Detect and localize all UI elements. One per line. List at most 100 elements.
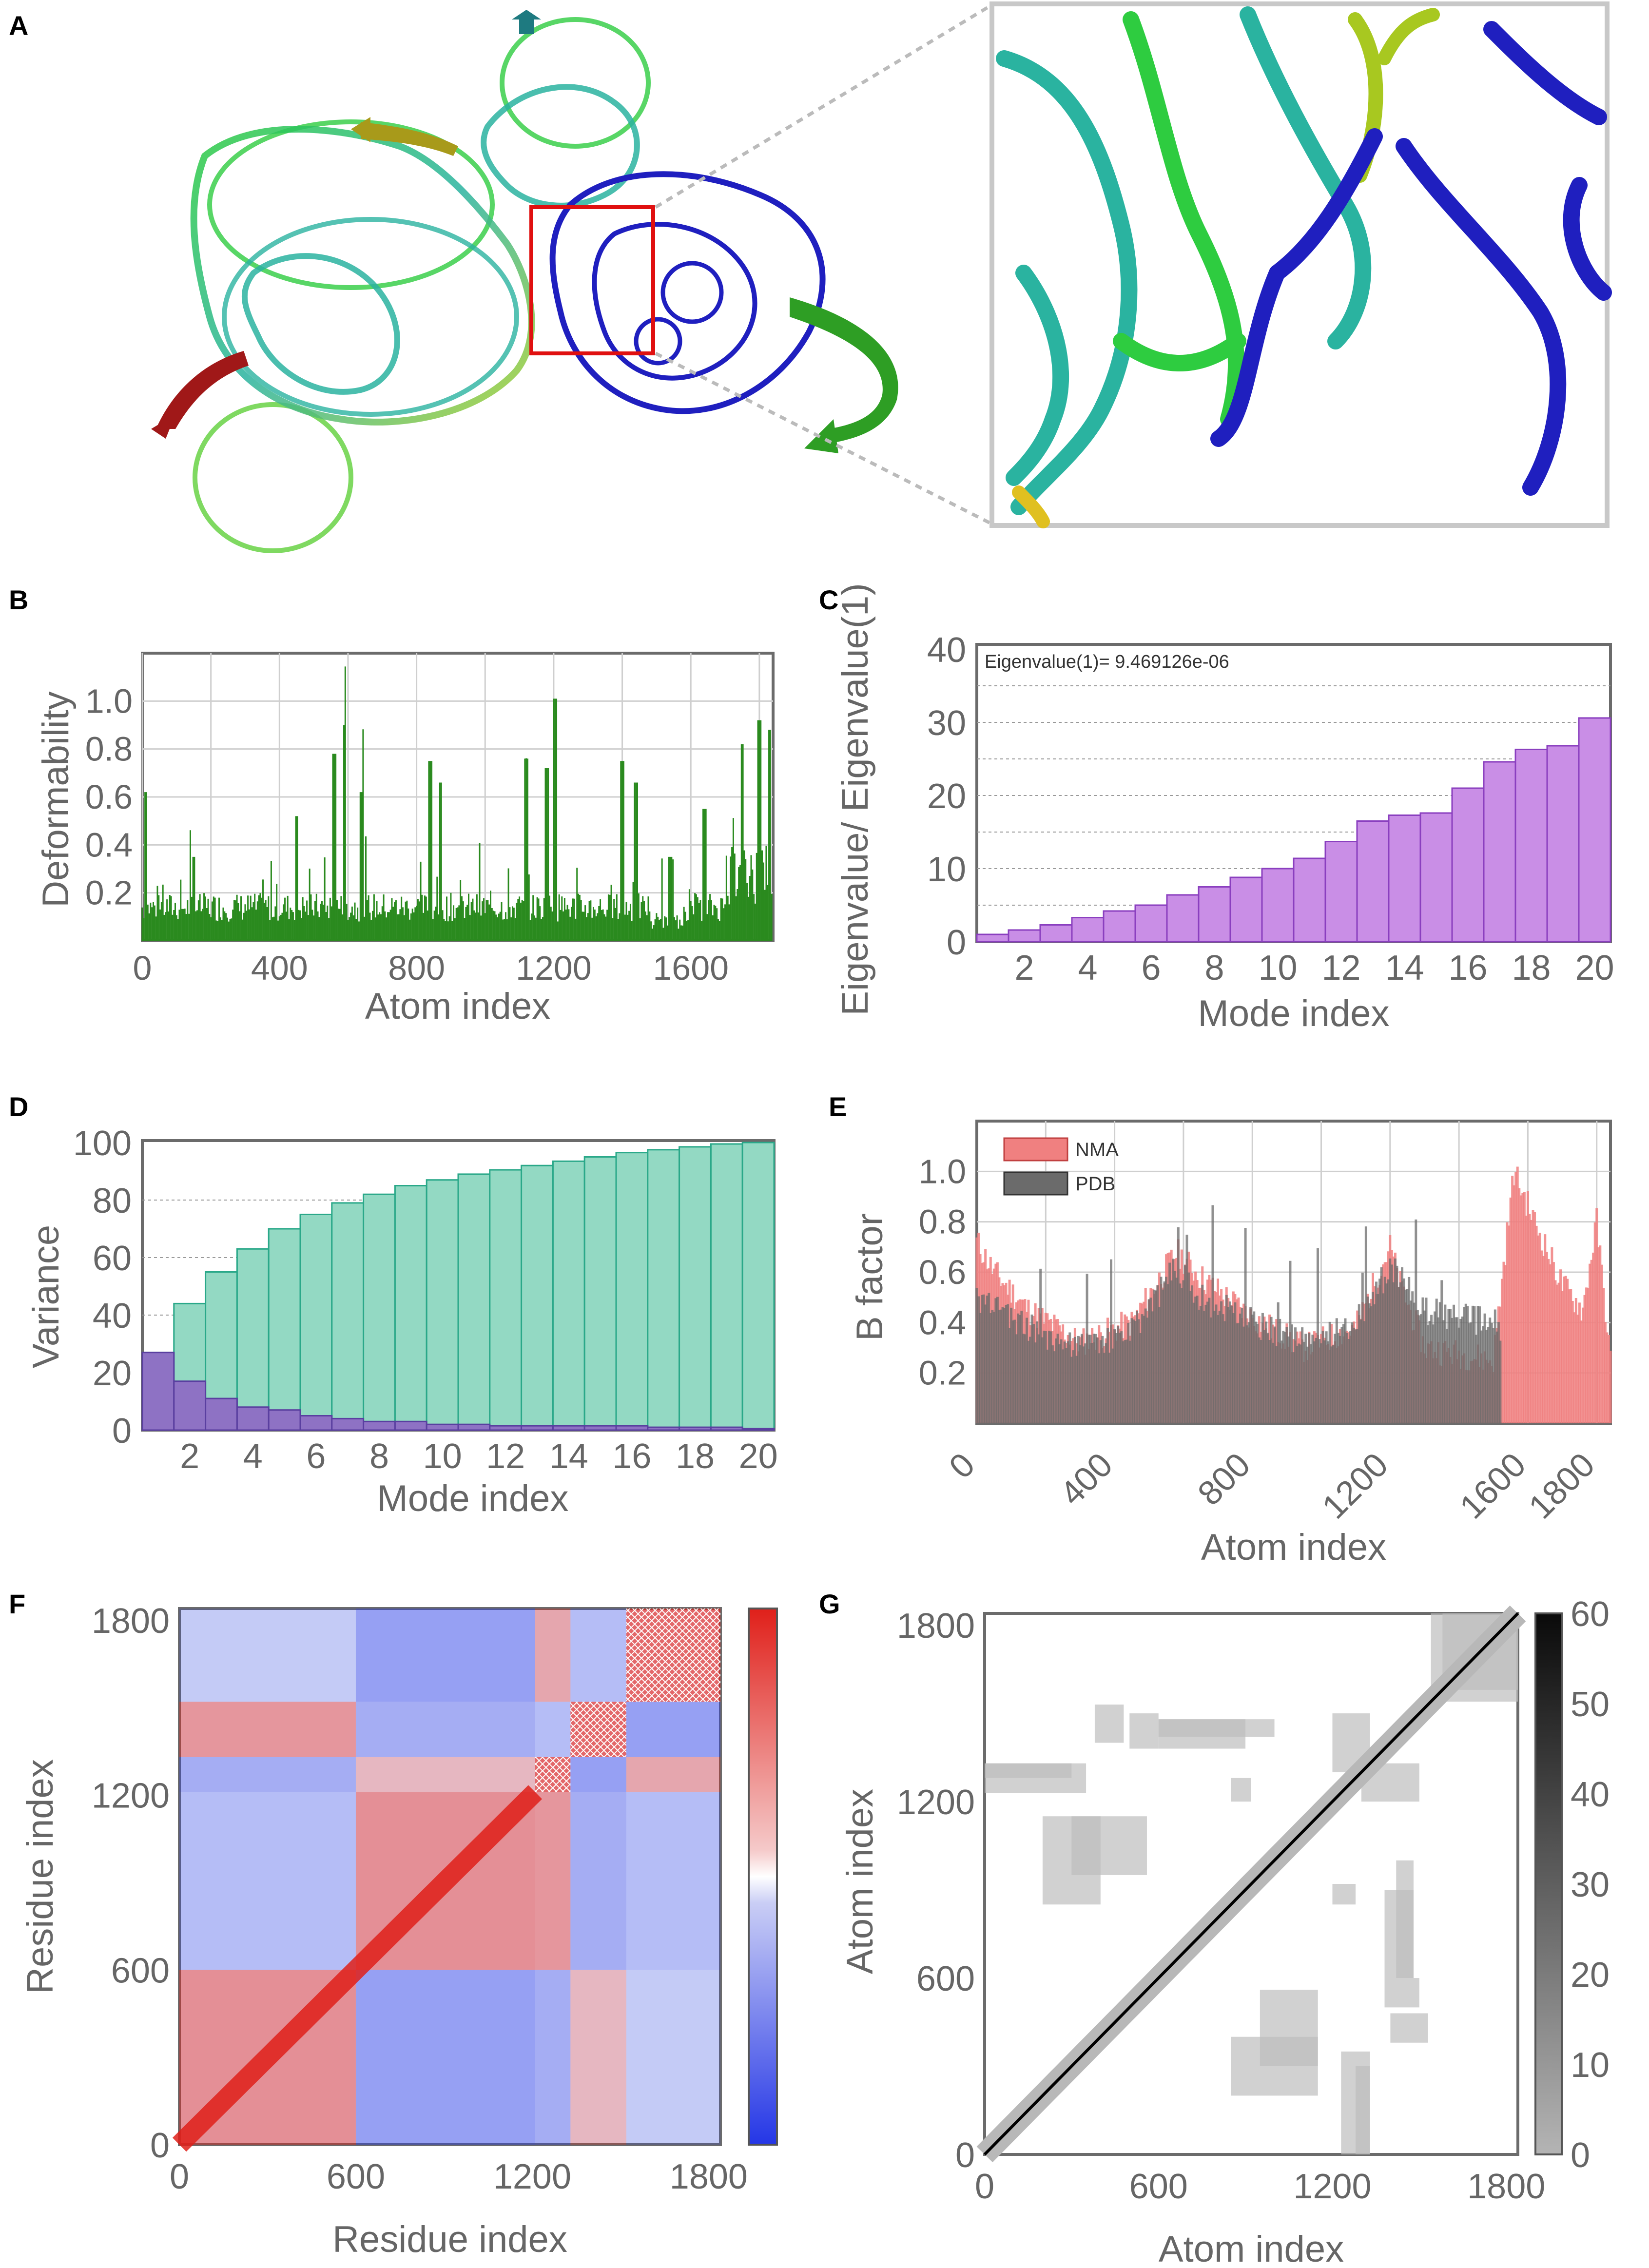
- panel-a: A: [9, 1, 1612, 553]
- x-tick-label: 20: [1575, 949, 1614, 988]
- x-tick-label: 20: [739, 1437, 778, 1476]
- domain-ribbon: [190, 126, 535, 426]
- domain-ribbon: [193, 402, 353, 553]
- y-tick-label: 0.8: [919, 1203, 966, 1241]
- chart-d-y-ticks: 0 20 40 60 80 100: [73, 1124, 132, 1451]
- correlation-block: [570, 1702, 626, 1757]
- blue-domain-ribbon: [592, 222, 757, 381]
- eigenvalue-bar: [1229, 876, 1263, 943]
- domain-ribbon: [481, 84, 640, 209]
- contact-region-mirror: [1384, 1978, 1419, 2008]
- colorbar-tick-label: 50: [1571, 1685, 1610, 1724]
- chart-g-colorbar-ticks: 0 10 20 30 40 50 60: [1571, 1595, 1610, 2175]
- cumulative-variance-bar: [363, 1193, 396, 1431]
- motion-arrow-icon: [156, 351, 249, 429]
- motion-arrow-icon: [512, 10, 541, 34]
- x-tick-label: 0: [170, 2157, 189, 2196]
- x-tick-label: 400: [1052, 1445, 1120, 1512]
- x-tick-label: 1200: [493, 2157, 571, 2196]
- domain-ribbon: [241, 253, 400, 395]
- blue-domain-ribbon: [549, 171, 826, 414]
- individual-variance-bar: [457, 1423, 491, 1431]
- blue-domain-ribbon: [660, 261, 724, 324]
- legend-label-pdb: PDB: [1075, 1173, 1115, 1195]
- colorbar-tick-label: 10: [1571, 2046, 1610, 2085]
- chart-b-y-ticks: 0.2 0.4 0.6 0.8 1.0: [85, 682, 133, 911]
- eigenvalue-bar: [1039, 924, 1073, 943]
- eigenvalue-bar: [1451, 787, 1485, 943]
- x-tick-label: 1800: [1521, 1445, 1602, 1526]
- cumulative-variance-bar: [521, 1164, 554, 1431]
- contact-region-mirror: [1356, 2066, 1370, 2154]
- cumulative-variance-bar: [647, 1149, 680, 1431]
- contact-region-mirror: [1396, 1860, 1414, 1978]
- chart-g-x-label: Atom index: [1159, 2229, 1344, 2268]
- cumulative-variance-bar: [710, 1143, 743, 1431]
- x-tick-label: 600: [1129, 2167, 1188, 2206]
- panel-g: G 0 600 1200 1800 0 600 1200 1800 0 10 20 30 40 50 6…: [819, 1589, 1610, 2268]
- contact-region-mirror: [1094, 1705, 1124, 1743]
- x-tick-label: 0: [942, 1445, 982, 1486]
- chart-d-bars: [141, 1142, 775, 1431]
- eigenvalue-bar: [1514, 749, 1548, 943]
- x-tick-label: 2: [180, 1437, 199, 1476]
- chart-e-x-label: Atom index: [1201, 1527, 1386, 1568]
- panel-b: B 0 400 800 1200 1600 0.2 0.4 0.6 0.8 1.0 Atom i…: [9, 584, 775, 1027]
- x-tick-label: 16: [1448, 949, 1487, 988]
- correlation-block: [570, 1970, 626, 2145]
- contact-region: [985, 1763, 1072, 1778]
- correlation-block: [355, 1609, 535, 1702]
- panel-label-c: C: [819, 584, 838, 615]
- y-tick-label: 1.0: [919, 1152, 966, 1190]
- correlation-block: [570, 1757, 626, 1792]
- chart-c: 2 4 6 8 10 12 14 16 18 20 0 10 20 30 40 Eigenvalue(1)…: [834, 583, 1614, 1034]
- eigenvalue-bar: [1103, 910, 1136, 943]
- zoom-inset: [989, 1, 1612, 528]
- panel-label-d: D: [9, 1091, 28, 1122]
- chart-f-y-ticks: 0 600 1200 1800: [92, 1602, 170, 2165]
- contact-region: [1129, 1713, 1159, 1749]
- cumulative-variance-bar: [489, 1169, 523, 1431]
- chart-g-x-ticks: 0 600 1200 1800: [975, 2167, 1545, 2206]
- individual-variance-bar: [679, 1426, 712, 1431]
- blue-domain-ribbon: [634, 317, 682, 366]
- correlation-block: [179, 1792, 356, 1970]
- correlation-block: [626, 1970, 720, 2145]
- eigenvalue-bar: [1324, 841, 1358, 943]
- legend-swatch-nma: [1003, 1137, 1068, 1162]
- x-tick-label: 14: [549, 1437, 588, 1476]
- colorbar-tick-label: 0: [1571, 2136, 1590, 2175]
- cumulative-variance-bar: [426, 1179, 459, 1431]
- eigenvalue-bar: [976, 933, 1009, 943]
- x-tick-label: 16: [612, 1437, 651, 1476]
- y-tick-label: 20: [927, 777, 966, 816]
- individual-variance-bar: [426, 1423, 459, 1431]
- x-tick-label: 6: [306, 1437, 326, 1476]
- chart-g-diagonal: [983, 1612, 1519, 2156]
- cumulative-variance-bar: [679, 1146, 712, 1431]
- chart-d-x-ticks: 2 4 6 8 10 12 14 16 18 20: [180, 1437, 777, 1476]
- chart-g-colorbar: [1534, 1612, 1563, 2155]
- colorbar-tick-label: 40: [1571, 1775, 1610, 1814]
- individual-variance-bar: [173, 1380, 207, 1431]
- eigenvalue-bar: [1578, 717, 1611, 943]
- chart-c-x-ticks: 2 4 6 8 10 12 14 16 18 20: [1014, 949, 1614, 988]
- contact-region-mirror: [1042, 1816, 1101, 1905]
- colorbar-tick-label: 60: [1571, 1595, 1610, 1634]
- contact-region: [1231, 2036, 1318, 2096]
- y-tick-label: 1200: [92, 1777, 170, 1816]
- chart-b-x-label: Atom index: [365, 986, 550, 1027]
- chart-f-y-label: Residue index: [19, 1759, 61, 1994]
- x-tick-label: 1600: [1453, 1445, 1533, 1526]
- motion-arrow-icon: [361, 122, 458, 156]
- colorbar-tick-label: 30: [1571, 1865, 1610, 1904]
- x-tick-label: 400: [251, 949, 308, 987]
- legend-swatch-pdb: [1003, 1171, 1068, 1196]
- y-tick-label: 0.8: [85, 730, 133, 768]
- y-tick-label: 0.4: [85, 826, 133, 864]
- correlation-block: [535, 1757, 571, 1792]
- chart-c-y-ticks: 0 10 20 30 40: [927, 631, 966, 962]
- individual-variance-bar: [268, 1409, 301, 1431]
